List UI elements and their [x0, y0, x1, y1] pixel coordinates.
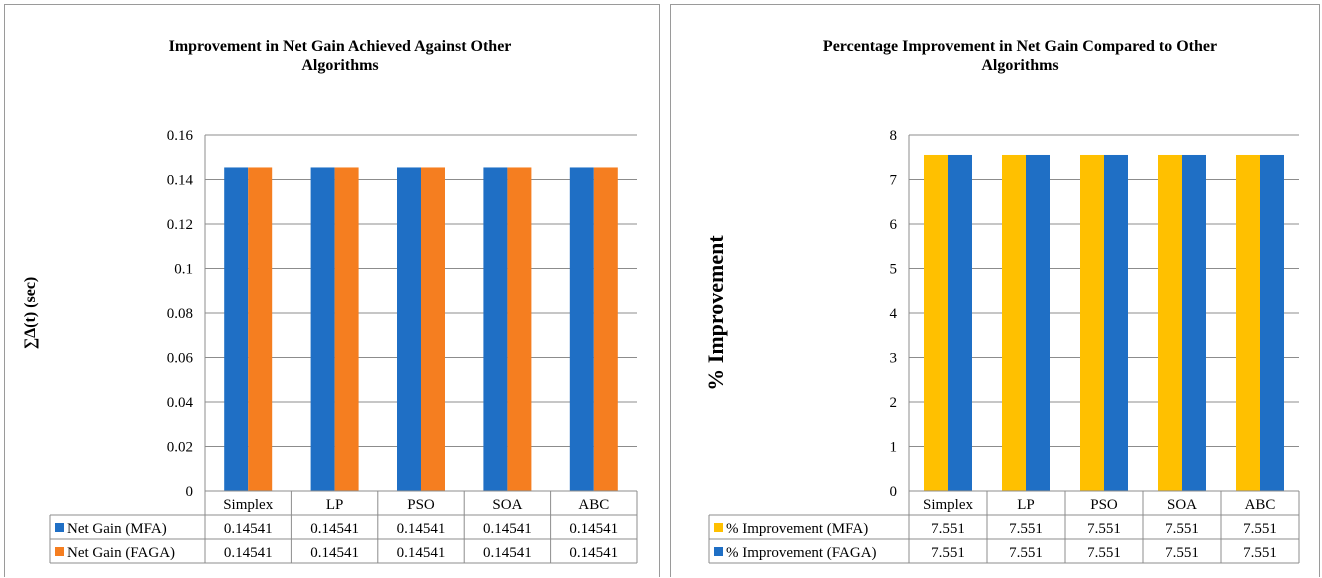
data-table-value: 7.551 [1165, 521, 1199, 537]
bar-series2 [248, 167, 273, 491]
bar-series1 [924, 154, 948, 491]
x-category-label: SOA [492, 497, 522, 513]
data-table-value: 7.551 [1243, 521, 1277, 537]
x-category-label: PSO [407, 497, 435, 513]
left-bar-chart: Improvement in Net Gain Achieved Against… [22, 38, 638, 564]
data-table-value: 0.14541 [569, 545, 618, 561]
y-tick-label: 3 [890, 351, 898, 367]
bar-series2 [507, 167, 532, 491]
x-category-label: SOA [1167, 497, 1197, 513]
chart-title-line: Algorithms [301, 57, 378, 74]
bar-series1 [397, 167, 421, 491]
legend-swatch [714, 547, 723, 556]
data-table-value: 0.14541 [310, 521, 359, 537]
bar-series2 [948, 154, 972, 491]
bar-series2 [593, 167, 618, 491]
bar-series1 [1002, 154, 1026, 491]
y-tick-label: 7 [890, 173, 898, 189]
data-table-value: 7.551 [1009, 521, 1043, 537]
data-table-value: 0.14541 [397, 545, 446, 561]
x-category-label: Simplex [223, 497, 274, 513]
bar-series2 [421, 167, 445, 491]
x-category-label: LP [1017, 497, 1035, 513]
y-tick-label: 0.12 [167, 217, 193, 233]
data-table-value: 7.551 [1165, 545, 1199, 561]
x-category-label: LP [326, 497, 344, 513]
legend-swatch [714, 523, 723, 532]
y-tick-label: 0.1 [174, 262, 193, 278]
legend-swatch [55, 547, 64, 556]
bar-series2 [1104, 154, 1128, 491]
chart-title-line: Improvement in Net Gain Achieved Against… [169, 38, 512, 55]
x-category-label: ABC [1245, 497, 1276, 513]
x-category-label: Simplex [923, 497, 974, 513]
right-chart-panel: Percentage Improvement in Net Gain Compa… [670, 4, 1320, 577]
x-category-label: ABC [578, 497, 609, 513]
y-axis-label: % Improvement [703, 235, 728, 391]
chart-title-line: Algorithms [981, 57, 1058, 74]
legend-series-name: Net Gain (MFA) [67, 521, 167, 537]
left-chart-panel: Improvement in Net Gain Achieved Against… [4, 4, 660, 577]
y-tick-label: 4 [890, 306, 898, 322]
bar-series1 [1158, 154, 1182, 491]
data-table-value: 0.14541 [569, 521, 618, 537]
legend-swatch [55, 523, 64, 532]
y-tick-label: 0.04 [167, 395, 194, 411]
y-tick-label: 6 [890, 217, 898, 233]
data-table-value: 0.14541 [224, 521, 273, 537]
data-table-value: 0.14541 [397, 521, 446, 537]
y-tick-label: 2 [890, 395, 898, 411]
y-tick-label: 0.08 [167, 306, 193, 322]
y-tick-label: 8 [890, 128, 898, 144]
y-tick-label: 0.16 [167, 128, 194, 144]
y-tick-label: 0 [890, 484, 898, 500]
right-bar-chart: Percentage Improvement in Net Gain Compa… [703, 38, 1300, 564]
bar-series1 [483, 167, 508, 491]
y-tick-label: 0.14 [167, 173, 194, 189]
chart-title-line: Percentage Improvement in Net Gain Compa… [823, 38, 1217, 55]
bar-series2 [1182, 154, 1206, 491]
data-table-value: 0.14541 [224, 545, 273, 561]
x-category-label: PSO [1090, 497, 1118, 513]
data-table-value: 7.551 [931, 545, 965, 561]
data-table-value: 0.14541 [310, 545, 359, 561]
bar-series2 [334, 167, 359, 491]
y-axis-label: ∑Δ(t) (sec) [22, 277, 39, 350]
y-tick-label: 0.02 [167, 440, 193, 456]
data-table-value: 7.551 [1087, 545, 1121, 561]
legend-series-name: % Improvement (FAGA) [726, 545, 877, 561]
y-tick-label: 0.06 [167, 351, 194, 367]
y-tick-label: 0 [186, 484, 194, 500]
bar-series2 [1260, 154, 1284, 491]
bar-series1 [1080, 154, 1104, 491]
data-table-value: 7.551 [1243, 545, 1277, 561]
bar-series1 [1236, 154, 1260, 491]
y-tick-label: 1 [890, 440, 898, 456]
legend-series-name: % Improvement (MFA) [726, 521, 868, 537]
y-tick-label: 5 [890, 262, 898, 278]
data-table-value: 0.14541 [483, 545, 532, 561]
legend-series-name: Net Gain (FAGA) [67, 545, 175, 561]
data-table-value: 7.551 [1087, 521, 1121, 537]
bar-series1 [224, 167, 249, 491]
data-table-value: 0.14541 [483, 521, 532, 537]
data-table-value: 7.551 [1009, 545, 1043, 561]
bar-series1 [569, 167, 594, 491]
bar-series1 [310, 167, 335, 491]
bar-series2 [1026, 154, 1050, 491]
data-table-value: 7.551 [931, 521, 965, 537]
